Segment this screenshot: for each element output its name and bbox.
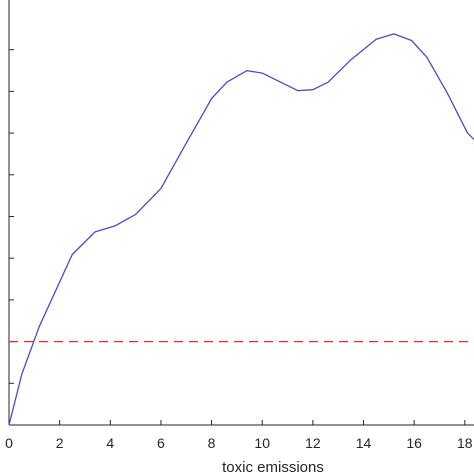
x-axis-label: toxic emissions [222,459,324,474]
x-tick-label: 12 [305,435,321,451]
x-tick-label: 0 [5,435,13,451]
x-tick-label: 6 [157,435,165,451]
x-tick-label: 8 [208,435,216,451]
x-tick-label: 10 [254,435,270,451]
x-tick-label: 2 [56,435,64,451]
x-tick-labels: 0 2 4 6 8 10 12 14 16 18 [5,435,473,451]
x-tick-label: 18 [457,435,473,451]
x-tick-label: 16 [406,435,422,451]
x-tick-label: 4 [106,435,114,451]
series-line [8,33,474,426]
x-tick-label: 14 [356,435,372,451]
